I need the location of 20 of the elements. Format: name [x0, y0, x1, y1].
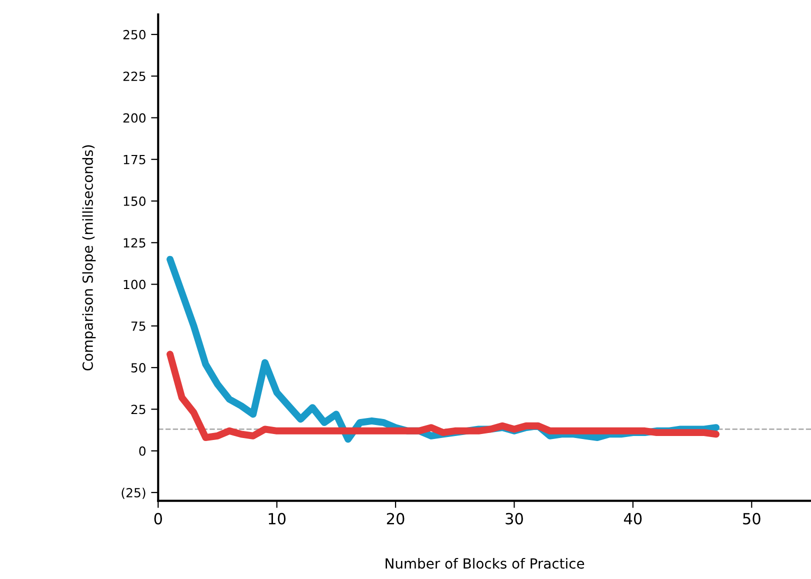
x-tick-label: 10	[268, 512, 286, 524]
y-axis-title: Comparison Slope (milliseconds)	[82, 145, 96, 370]
x-axis-title: Number of Blocks of Practice	[386, 558, 584, 569]
y-tick-label: 150	[124, 196, 146, 206]
x-tick-label: 50	[743, 512, 760, 524]
y-tick-label: 225	[123, 72, 146, 82]
y-tick-label: 200	[123, 113, 146, 123]
y-tick-label: 125	[124, 238, 146, 248]
y-tick-label: 75	[131, 322, 146, 331]
y-tick-label: (25)	[122, 488, 146, 499]
y-tick-label: 50	[131, 363, 146, 373]
x-tick-label: 0	[154, 512, 162, 524]
y-tick-label: 250	[123, 30, 146, 40]
x-tick-label: 20	[386, 512, 404, 524]
x-tick-label: 40	[624, 512, 642, 524]
x-tick-label: 30	[506, 512, 523, 524]
y-tick-label: 25	[131, 404, 146, 414]
y-tick-label: 175	[124, 155, 146, 164]
y-tick-label: 100	[124, 280, 146, 290]
y-tick-label: 0	[139, 446, 146, 456]
